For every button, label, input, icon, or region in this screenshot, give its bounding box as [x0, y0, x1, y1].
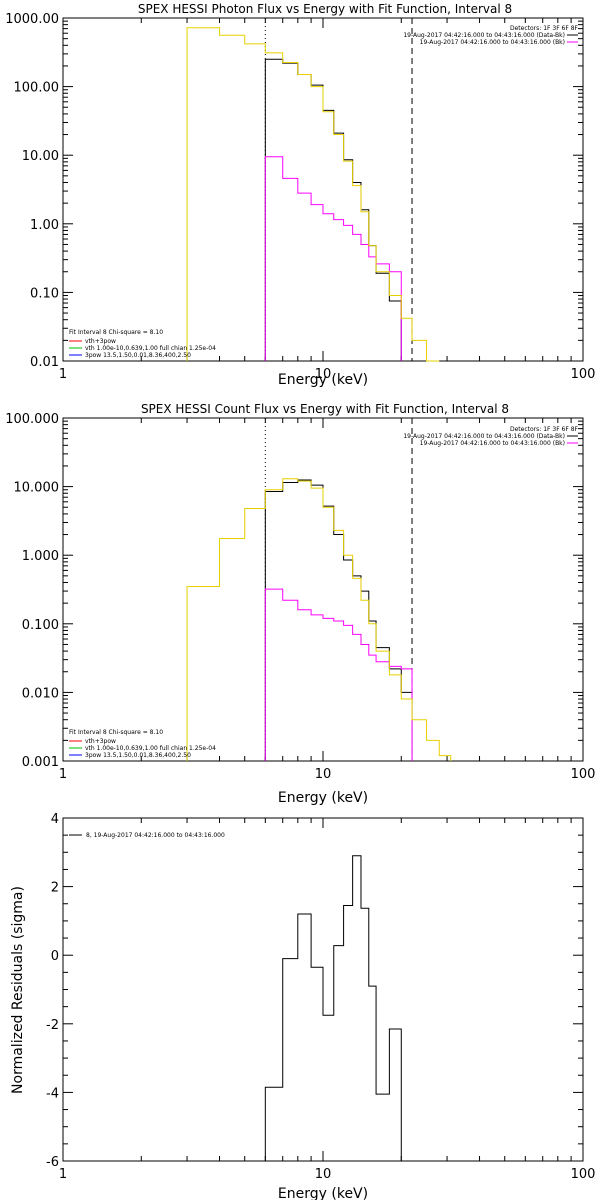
series-total: [186, 478, 452, 761]
legend-model: vth+3pow: [85, 338, 116, 345]
y-tick-label: 1000.00: [5, 12, 59, 27]
y-tick-label: 0.010: [22, 686, 59, 701]
y-tick-label: 1.000: [22, 549, 59, 564]
x-tick-label: 100: [571, 1167, 596, 1182]
y-tick-label: -6: [46, 1155, 59, 1170]
plot-frame: [62, 417, 584, 762]
x-tick-label: 1: [59, 1167, 67, 1182]
series-group: [264, 855, 402, 1161]
y-axis: -6 -4 -2 0 2 4: [46, 812, 583, 1170]
legend-detectors: Detectors: 1F 3F 6F 8F: [510, 25, 579, 32]
legend-bk: 19-Aug-2017 04:42:16.000 to 04:43:16.000…: [420, 440, 565, 447]
y-tick-label: 10.000: [14, 481, 60, 496]
series-group: [186, 478, 452, 761]
legend-3pow: 3pow 13.5,1.50,0.01,8.36,400,2.50: [85, 352, 191, 359]
series-group: [186, 27, 440, 362]
panel-title: SPEX HESSI Photon Flux vs Energy with Fi…: [138, 2, 512, 16]
x-tick-label: 10: [315, 1167, 332, 1182]
x-tick-label: 10: [315, 367, 332, 382]
y-tick-label: -4: [46, 1086, 59, 1101]
series-data: [264, 58, 402, 361]
photon-flux-panel: SPEX HESSI Photon Flux vs Energy with Fi…: [5, 2, 595, 388]
series-bkg: [264, 156, 402, 361]
legend-interval: 8, 19-Aug-2017 04:42:16.000 to 04:43:16.…: [86, 832, 225, 839]
series-data: [264, 855, 402, 1161]
reference-lines: [264, 418, 413, 761]
residuals-panel: -6 -4 -2 0 2 4 1 10 100 Energy (keV) Normalized…: [10, 812, 595, 1200]
legend-data-bk: 19-Aug-2017 04:42:16.000 to 04:43:16.000…: [403, 433, 565, 440]
series-total: [186, 27, 440, 362]
x-tick-label: 10: [315, 767, 332, 782]
plot-frame: [62, 17, 584, 362]
x-tick-label: 1: [59, 367, 67, 382]
y-axis-label: Normalized Residuals (sigma): [10, 886, 26, 1094]
x-axis: 1 10 100: [59, 18, 596, 382]
legend-bottom: Fit Interval 8 Chi-square = 8.10 vth+3po…: [69, 329, 216, 359]
x-axis: 1 10 100: [59, 818, 596, 1182]
y-axis: 0.01 0.10 1.00 10.00 100.00 1000.00: [5, 12, 583, 370]
legend-fit-interval: Fit Interval 8 Chi-square = 8.10: [69, 329, 163, 336]
y-tick-label: 1.00: [30, 218, 59, 233]
legend-vth: vth 1.00e-10,0.639,1.00 full chian 1.25e…: [85, 345, 216, 352]
y-tick-label: 0: [51, 949, 59, 964]
legend-data-bk: 19-Aug-2017 04:42:16.000 to 04:43:16.000…: [403, 32, 565, 39]
legend-model: vth+3pow: [85, 738, 116, 745]
y-tick-label: 10.00: [22, 149, 59, 164]
y-tick-label: 4: [51, 812, 59, 827]
count-flux-panel: SPEX HESSI Count Flux vs Energy with Fit…: [5, 402, 595, 806]
x-axis: 1 10 100: [59, 418, 596, 782]
panel-title: SPEX HESSI Count Flux vs Energy with Fit…: [141, 402, 509, 416]
x-tick-label: 100: [571, 367, 596, 382]
legend-vth: vth 1.00e-10,0.639,1.00 full chian 1.25e…: [85, 745, 216, 752]
y-tick-label: 0.100: [22, 618, 59, 633]
x-tick-label: 100: [571, 767, 596, 782]
legend-detectors: Detectors: 1F 3F 6F 8F: [510, 426, 579, 433]
y-tick-label: 0.01: [30, 355, 59, 370]
legend-bottom: Fit Interval 8 Chi-square = 8.10 vth+3po…: [69, 729, 216, 759]
legend-3pow: 3pow 13.5,1.50,0.01,8.36,400,2.50: [85, 752, 191, 759]
legend-fit-interval: Fit Interval 8 Chi-square = 8.10: [69, 729, 163, 736]
x-tick-label: 1: [59, 767, 67, 782]
x-axis-label: Energy (keV): [278, 790, 368, 806]
reference-lines: [264, 18, 413, 361]
legend-top: Detectors: 1F 3F 6F 8F 19-Aug-2017 04:42…: [403, 25, 578, 46]
y-axis: 0.001 0.010 0.100 1.000 10.000 100.000: [5, 412, 583, 770]
legend-bk: 19-Aug-2017 04:42:16.000 to 04:43:16.000…: [420, 39, 565, 46]
x-axis-label: Energy (keV): [278, 372, 368, 388]
legend-top: Detectors: 1F 3F 6F 8F 19-Aug-2017 04:42…: [403, 426, 578, 447]
y-tick-label: 100.000: [5, 412, 59, 427]
x-axis-label: Energy (keV): [278, 1186, 368, 1200]
y-tick-label: 2: [51, 881, 59, 896]
y-tick-label: 0.10: [30, 286, 59, 301]
y-tick-label: -2: [46, 1018, 59, 1033]
y-tick-label: 0.001: [22, 755, 59, 770]
y-tick-label: 100.00: [14, 81, 60, 96]
